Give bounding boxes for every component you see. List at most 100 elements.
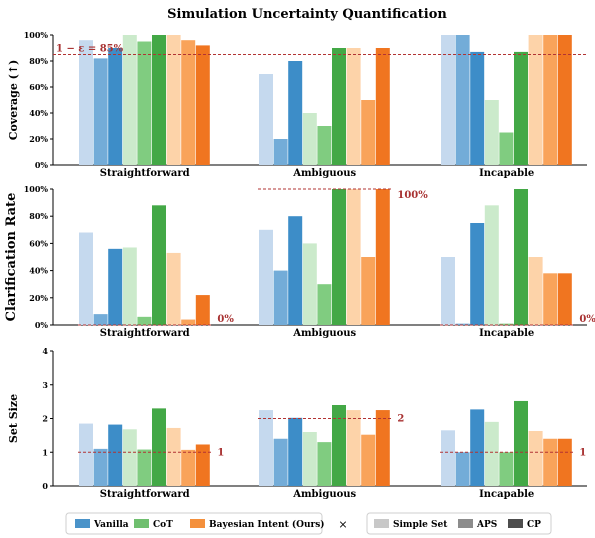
- bar: [484, 100, 499, 165]
- bar: [152, 408, 166, 486]
- reference-label: 0%: [217, 314, 234, 325]
- bar: [557, 35, 572, 165]
- legend-label: APS: [476, 520, 497, 530]
- x-category-label: Incapable: [479, 489, 534, 500]
- legend-swatch: [508, 519, 523, 528]
- bar: [259, 410, 273, 486]
- bar: [273, 270, 288, 325]
- legend-times-sign: ×: [338, 518, 347, 531]
- y-tick-label: 60%: [29, 238, 48, 248]
- bar: [181, 319, 196, 325]
- x-category-label: Straightforward: [100, 168, 190, 179]
- bar: [273, 139, 288, 165]
- bar: [441, 257, 455, 325]
- y-tick-label: 40%: [29, 108, 48, 118]
- legend-swatch: [190, 519, 205, 528]
- bar: [288, 61, 303, 165]
- bar: [122, 35, 137, 165]
- bar: [332, 48, 346, 165]
- bar: [181, 449, 196, 486]
- y-tick-label: 1: [42, 447, 48, 457]
- bar: [79, 40, 93, 166]
- bar: [484, 205, 499, 325]
- bar: [166, 252, 181, 325]
- bar: [152, 205, 166, 325]
- y-tick-label: 80%: [29, 211, 48, 221]
- reference-label: 100%: [397, 190, 428, 201]
- y-tick-label: 60%: [29, 82, 48, 92]
- bar: [317, 126, 332, 165]
- panel-3: 0 1 2 3 4 Set Size Straightforward Ambiguous Inc…: [7, 346, 587, 500]
- legend-label: CP: [527, 520, 541, 530]
- y-tick-label: 4: [42, 346, 48, 356]
- legend-label: Simple Set: [393, 520, 448, 530]
- bar: [375, 189, 390, 325]
- bar: [332, 189, 346, 325]
- bar: [195, 45, 210, 165]
- x-category-label: Ambiguous: [292, 168, 356, 179]
- bar: [93, 58, 108, 165]
- bar: [108, 248, 123, 325]
- bar: [137, 41, 152, 165]
- bar: [484, 421, 499, 486]
- y-tick-label: 0: [42, 481, 48, 491]
- bar: [152, 35, 166, 165]
- bar: [122, 429, 137, 486]
- bar: [361, 257, 376, 325]
- panel-2: 0% 20% 40% 60% 80% 100% Clarification Rate Stra…: [4, 184, 595, 339]
- x-category-label: Incapable: [479, 168, 534, 179]
- bar: [259, 229, 273, 325]
- bar: [543, 35, 558, 165]
- bar: [543, 438, 558, 486]
- bar: [455, 323, 470, 325]
- bar: [499, 452, 514, 486]
- bar: [346, 189, 361, 325]
- y-tick-label: 2: [42, 414, 48, 424]
- x-category-label: Ambiguous: [292, 489, 356, 500]
- charts-layer: 0%20%40%60%80%100%Coverage (↑)Straightfo…: [4, 30, 595, 500]
- y-tick-label: 80%: [29, 56, 48, 66]
- bar: [346, 410, 361, 486]
- bar: [557, 438, 572, 486]
- panel-1: 0% 20% 40% 60% 80% 100% Coverage (↑) Straightfo…: [7, 30, 587, 179]
- legend-swatch: [458, 519, 473, 528]
- bar: [93, 314, 108, 325]
- y-tick-label: 20%: [29, 134, 48, 144]
- y-tick-label: 0%: [35, 160, 49, 170]
- bar: [259, 74, 273, 165]
- y-tick-label: 0%: [35, 320, 49, 330]
- reference-label: 2: [397, 414, 404, 425]
- bar: [79, 423, 93, 486]
- bar: [361, 100, 376, 165]
- y-axis-label: Coverage (↑): [7, 60, 20, 141]
- reference-label: 1: [217, 447, 224, 458]
- legend-label: Bayesian Intent (Ours): [209, 519, 325, 530]
- bar: [470, 223, 485, 325]
- bar: [166, 35, 181, 165]
- bar: [346, 48, 361, 165]
- reference-label: 0%: [579, 314, 595, 325]
- bar: [528, 430, 543, 486]
- bar: [441, 35, 455, 165]
- bar: [528, 35, 543, 165]
- bar: [470, 51, 485, 165]
- legend: Vanilla CoT Bayesian Intent (Ours) × Simple …: [65, 512, 552, 535]
- bar: [543, 273, 558, 325]
- bar: [375, 48, 390, 165]
- bar: [108, 424, 123, 486]
- y-axis-label: Clarification Rate: [4, 193, 19, 322]
- y-tick-label: 100%: [24, 184, 49, 194]
- x-category-label: Ambiguous: [292, 328, 356, 339]
- y-tick-label: 3: [42, 380, 48, 390]
- bar: [288, 216, 303, 325]
- bar: [514, 400, 528, 486]
- y-tick-label: 40%: [29, 266, 48, 276]
- bar: [137, 316, 152, 325]
- bar: [166, 427, 181, 486]
- reference-label: 1: [579, 447, 586, 458]
- bar: [317, 284, 332, 325]
- bar: [441, 430, 455, 486]
- bar: [455, 35, 470, 165]
- bar: [273, 438, 288, 486]
